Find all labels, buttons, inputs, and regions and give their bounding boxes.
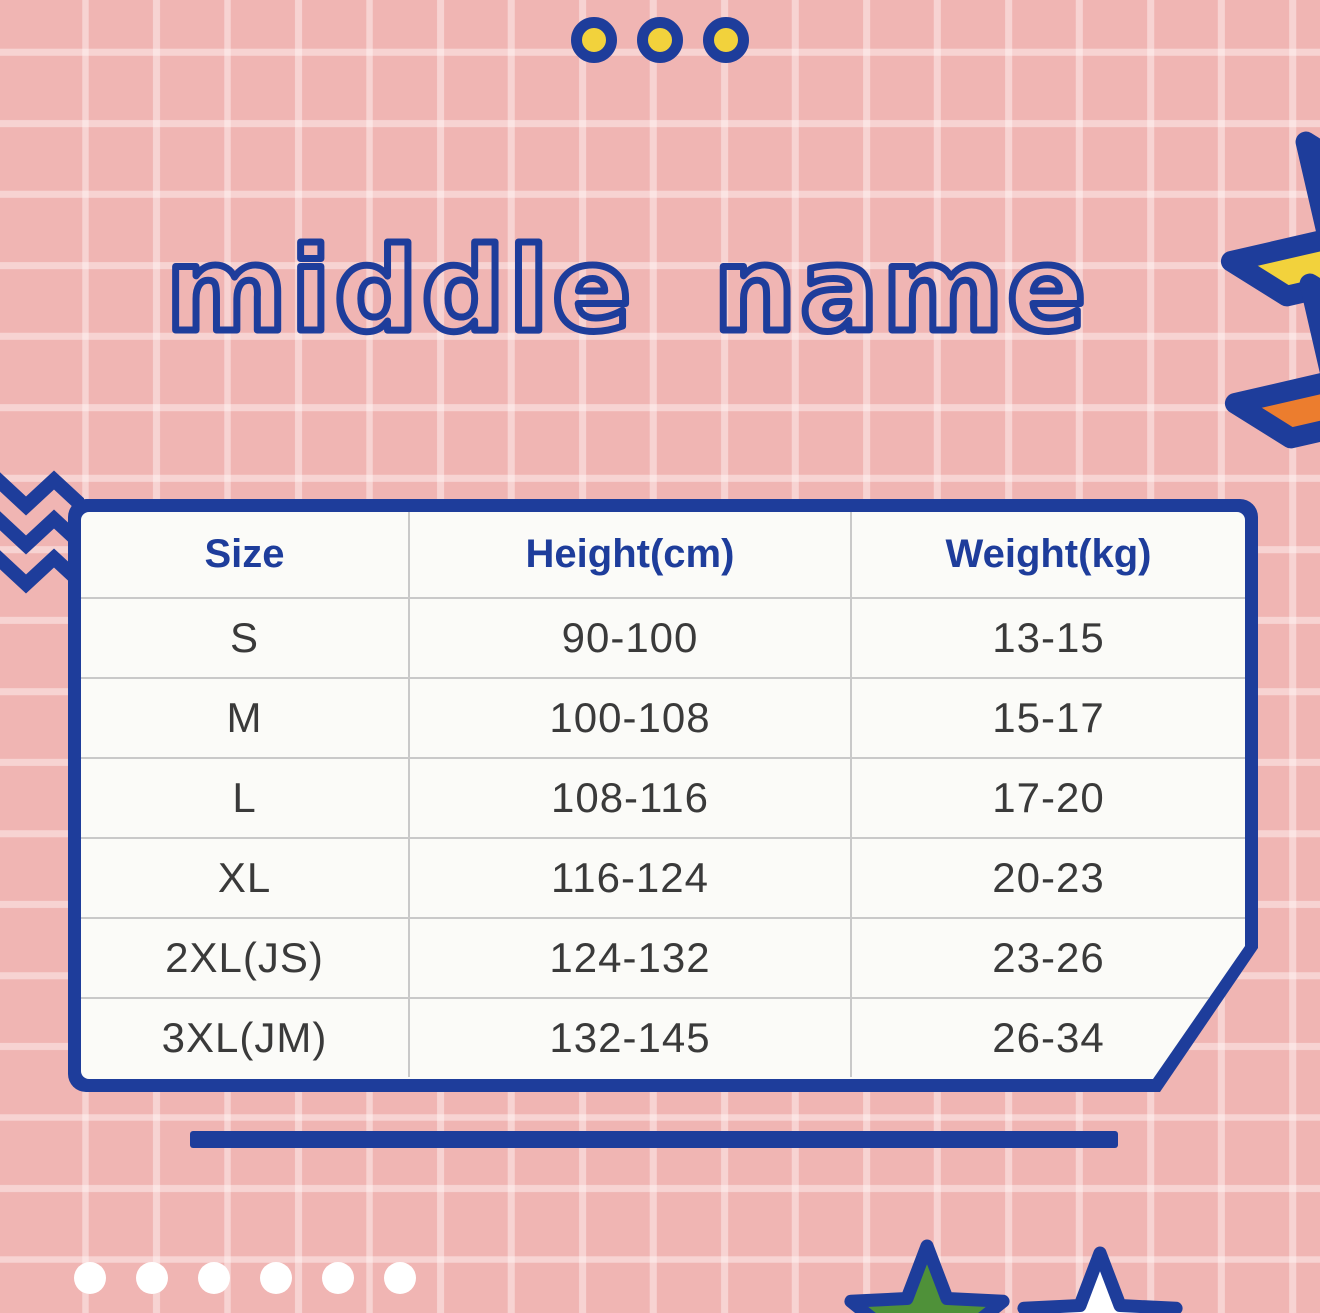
star-icon [1017, 1246, 1183, 1313]
bottom-dots [74, 1262, 416, 1294]
table-cell: XL [81, 837, 408, 917]
divider-bar [190, 1131, 1118, 1148]
table-cell: L [81, 757, 408, 837]
dot-icon [322, 1262, 354, 1294]
page-title: middle name [166, 223, 1090, 358]
title-graphic: middle name [163, 220, 1090, 362]
table-cell: 26-34 [850, 997, 1245, 1077]
table-cell: M [81, 677, 408, 757]
table-cell: S [81, 597, 408, 677]
table-cell: 13-15 [850, 597, 1245, 677]
zigzag-icon [0, 470, 84, 594]
table-cell: 17-20 [850, 757, 1245, 837]
table-cell: 116-124 [408, 837, 850, 917]
table-cell: 15-17 [850, 677, 1245, 757]
dot-icon [260, 1262, 292, 1294]
chevron-right-icon [1224, 273, 1320, 449]
size-table-panel: Size Height(cm) Weight(kg) S 90-100 13-1… [81, 512, 1245, 1079]
table-cell: 23-26 [850, 917, 1245, 997]
size-table-grid: Size Height(cm) Weight(kg) S 90-100 13-1… [81, 512, 1245, 1079]
table-cell: 124-132 [408, 917, 850, 997]
star-icon [844, 1239, 1010, 1313]
table-cell: 3XL(JM) [81, 997, 408, 1077]
circle-dot-icon [637, 17, 683, 63]
dot-icon [74, 1262, 106, 1294]
column-header-weight: Weight(kg) [850, 512, 1245, 597]
dot-icon [198, 1262, 230, 1294]
table-cell: 132-145 [408, 997, 850, 1077]
table-cell: 108-116 [408, 757, 850, 837]
top-dots [571, 17, 749, 63]
table-cell: 2XL(JS) [81, 917, 408, 997]
column-header-height: Height(cm) [408, 512, 850, 597]
dot-icon [384, 1262, 416, 1294]
size-table: Size Height(cm) Weight(kg) S 90-100 13-1… [68, 499, 1258, 1092]
dot-icon [136, 1262, 168, 1294]
table-cell: 90-100 [408, 597, 850, 677]
circle-dot-icon [703, 17, 749, 63]
table-cell: 100-108 [408, 677, 850, 757]
table-cell: 20-23 [850, 837, 1245, 917]
circle-dot-icon [571, 17, 617, 63]
chevron-right-icon [1220, 131, 1320, 307]
column-header-size: Size [204, 532, 285, 576]
